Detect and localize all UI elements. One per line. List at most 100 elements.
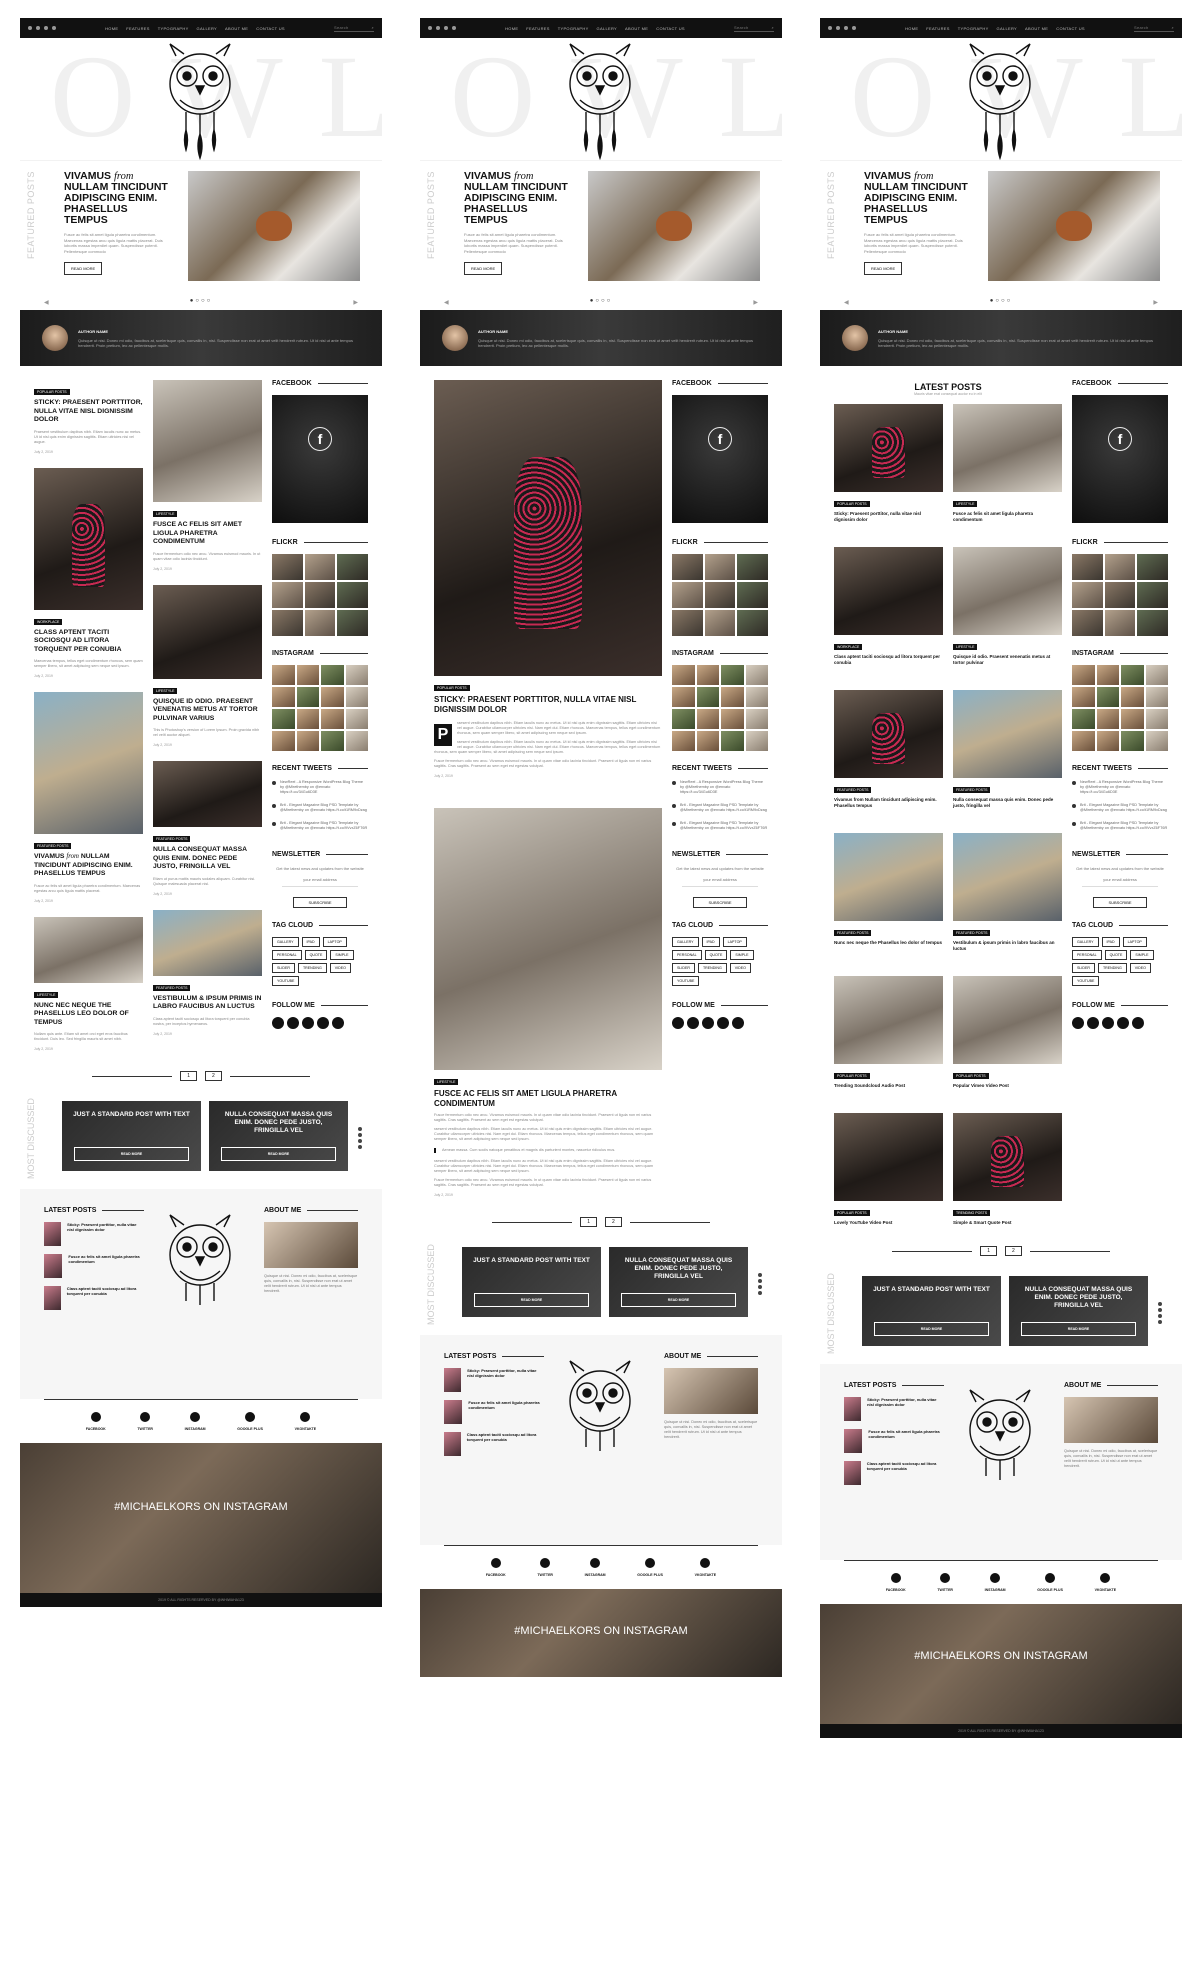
featured-photo[interactable] (188, 171, 360, 281)
discussed-card[interactable]: NULLA CONSEQUAT MASSA QUIS ENIM. DONEC P… (209, 1101, 348, 1171)
discussed-read-more[interactable]: READ MORE (874, 1322, 989, 1336)
post-image[interactable] (34, 692, 143, 834)
grid-post-card[interactable]: LIFESTYLE Quisque id odio. Praesent venen… (953, 547, 1062, 666)
tag-link[interactable]: VIDEO (1129, 963, 1151, 973)
flickr-thumb[interactable] (1137, 610, 1168, 636)
facebook-icon[interactable]: f (708, 427, 732, 451)
footer-post-title[interactable]: Fusce ac felis sit amet ligula pharetra … (468, 1400, 540, 1410)
tag-link[interactable]: IPAD (701, 937, 720, 947)
flickr-thumb[interactable] (704, 554, 736, 580)
footer-post[interactable]: Sticky: Praesent porttitor, nulla vitae … (844, 1397, 944, 1421)
instagram-thumb[interactable] (1096, 709, 1119, 729)
instagram-thumb[interactable] (296, 731, 319, 751)
tag-link[interactable]: LAPTOP (722, 937, 747, 947)
footer-post-title[interactable]: Fusce ac felis sit amet ligula pharetra … (68, 1254, 140, 1264)
facebook-icon[interactable]: f (308, 427, 332, 451)
flickr-thumb[interactable] (304, 610, 336, 636)
tweet-item[interactable]: Brit - Elegant Magazine Blog PSD Templat… (272, 821, 368, 831)
discussed-read-more[interactable]: READ MORE (74, 1147, 189, 1161)
instagram-thumb[interactable] (1072, 687, 1095, 707)
google-plus-icon[interactable] (645, 1558, 656, 1568)
flickr-thumb[interactable] (1104, 582, 1136, 608)
menu-gallery[interactable]: GALLERY (596, 25, 618, 31)
post-title[interactable]: NULLA CONSEQUAT MASSA QUIS ENIM. DONEC P… (153, 846, 247, 870)
site-logo[interactable]: OWL (420, 38, 782, 160)
post-title[interactable]: VESTIBULUM & IPSUM PRIMIS IN LABRO FAUCI… (153, 994, 262, 1011)
twitter-icon[interactable] (287, 1017, 299, 1029)
flickr-thumb[interactable] (1104, 610, 1136, 636)
vkontakte-icon[interactable] (1132, 1017, 1144, 1029)
instagram-thumb[interactable] (1121, 731, 1144, 751)
footer-post-thumb[interactable] (444, 1400, 463, 1424)
email-field[interactable]: your email address (682, 877, 758, 887)
featured-title[interactable]: VIVAMUS from NULLAM TINCIDUNT ADIPISCING … (64, 171, 174, 226)
menu-features[interactable]: FEATURES (926, 25, 950, 31)
post-tag[interactable]: FEATURED POSTS (953, 930, 991, 936)
facebook-icon[interactable] (890, 1573, 901, 1583)
post-image[interactable] (834, 833, 943, 921)
post-image[interactable] (953, 833, 1062, 921)
tag-link[interactable]: LAPTOP (1122, 937, 1147, 947)
post-image[interactable] (34, 916, 143, 983)
post-title[interactable]: Fusce ac felis sit amet ligula pharetra … (953, 511, 1034, 522)
menu-home[interactable]: HOME (105, 25, 119, 31)
discussed-dots[interactable] (358, 1127, 362, 1149)
footer-post-thumb[interactable] (444, 1432, 461, 1456)
post-tag[interactable]: WORKPLACE (834, 644, 863, 650)
tag-link[interactable]: SIMPLE (1130, 950, 1154, 960)
facebook-icon[interactable] (272, 1017, 284, 1029)
tweet-item[interactable]: Brit - Elegant Magazine Blog PSD Templat… (272, 803, 368, 813)
tag-link[interactable]: GALLERY (672, 937, 699, 947)
flickr-thumb[interactable] (737, 554, 768, 580)
instagram-thumb[interactable] (272, 709, 295, 729)
post-tag[interactable]: LIFESTYLE (953, 644, 978, 650)
grid-post-card[interactable]: TRENDING POSTS Simple & Smart Quote Post (953, 1113, 1062, 1226)
google-plus-icon[interactable] (1045, 1573, 1056, 1583)
footer-post-title[interactable]: Class aptent taciti sociosqu ad litora t… (866, 1461, 937, 1471)
tag-link[interactable]: YOUTUBE (1072, 976, 1100, 986)
post-title[interactable]: FUSCE AC FELIS SIT AMET LIGULA PHARETRA … (434, 1089, 617, 1108)
instagram-banner[interactable]: #MICHAELKORS ON INSTAGRAM (820, 1604, 1182, 1724)
search-input[interactable]: Search ⌕ (334, 24, 374, 32)
footer-social-twitter[interactable]: TWITTER (137, 1412, 153, 1431)
facebook-widget[interactable]: f (672, 395, 768, 523)
post-image[interactable] (153, 761, 262, 827)
post-image[interactable] (34, 467, 143, 610)
post-title[interactable]: Sticky: Praesent porttitor, nulla vitae … (834, 511, 922, 522)
grid-post-card[interactable]: LIFESTYLE Fusce ac felis sit amet ligula … (953, 404, 1062, 523)
grid-post-card[interactable]: POPULAR POSTS Trending Soundcloud Audio P… (834, 976, 943, 1089)
menu-about[interactable]: ABOUT ME (225, 25, 249, 31)
tag-link[interactable]: PERSONAL (272, 950, 302, 960)
instagram-thumb[interactable] (696, 709, 719, 729)
flickr-thumb[interactable] (672, 610, 703, 636)
email-field[interactable]: your email address (282, 877, 358, 887)
subscribe-button[interactable]: SUBSCRIBE (293, 897, 347, 908)
page-link[interactable]: 1 (180, 1071, 197, 1081)
post-card[interactable]: LIFESTYLE QUISQUE ID ODIO. PRAESENT VENE… (153, 584, 262, 747)
tweet-item[interactable]: NewReel - A Responsive WordPress Blog Th… (272, 780, 368, 795)
page-link[interactable]: 1 (580, 1217, 597, 1227)
post-tag[interactable]: LIFESTYLE (34, 991, 59, 998)
discussed-dots[interactable] (758, 1273, 762, 1295)
footer-post-title[interactable]: Fusce ac felis sit amet ligula pharetra … (868, 1429, 940, 1439)
subscribe-button[interactable]: SUBSCRIBE (693, 897, 747, 908)
twitter-icon[interactable] (1087, 1017, 1099, 1029)
post-card[interactable]: FEATURED POSTS VIVAMUS from NULLAM TINCI… (34, 692, 143, 903)
footer-post-title[interactable]: Sticky: Praesent porttitor, nulla vitae … (67, 1222, 137, 1232)
flickr-thumb[interactable] (672, 582, 703, 608)
footer-social-facebook[interactable]: FACEBOOK (886, 1573, 906, 1592)
instagram-thumb[interactable] (345, 709, 368, 729)
post-image[interactable] (953, 547, 1062, 635)
post-title[interactable]: VIVAMUS from NULLAM TINCIDUNT ADIPISCING… (34, 853, 143, 879)
flickr-thumb[interactable] (1072, 610, 1103, 636)
post-image[interactable] (834, 976, 943, 1064)
menu-home[interactable]: HOME (505, 25, 519, 31)
footer-post[interactable]: Fusce ac felis sit amet ligula pharetra … (44, 1254, 144, 1278)
menu-about[interactable]: ABOUT ME (1025, 25, 1049, 31)
flickr-thumb[interactable] (704, 582, 736, 608)
subscribe-button[interactable]: SUBSCRIBE (1093, 897, 1147, 908)
flickr-thumb[interactable] (272, 610, 303, 636)
instagram-thumb[interactable] (1121, 687, 1144, 707)
post-tag[interactable]: POPULAR POSTS (34, 389, 70, 395)
instagram-thumb[interactable] (272, 665, 295, 685)
